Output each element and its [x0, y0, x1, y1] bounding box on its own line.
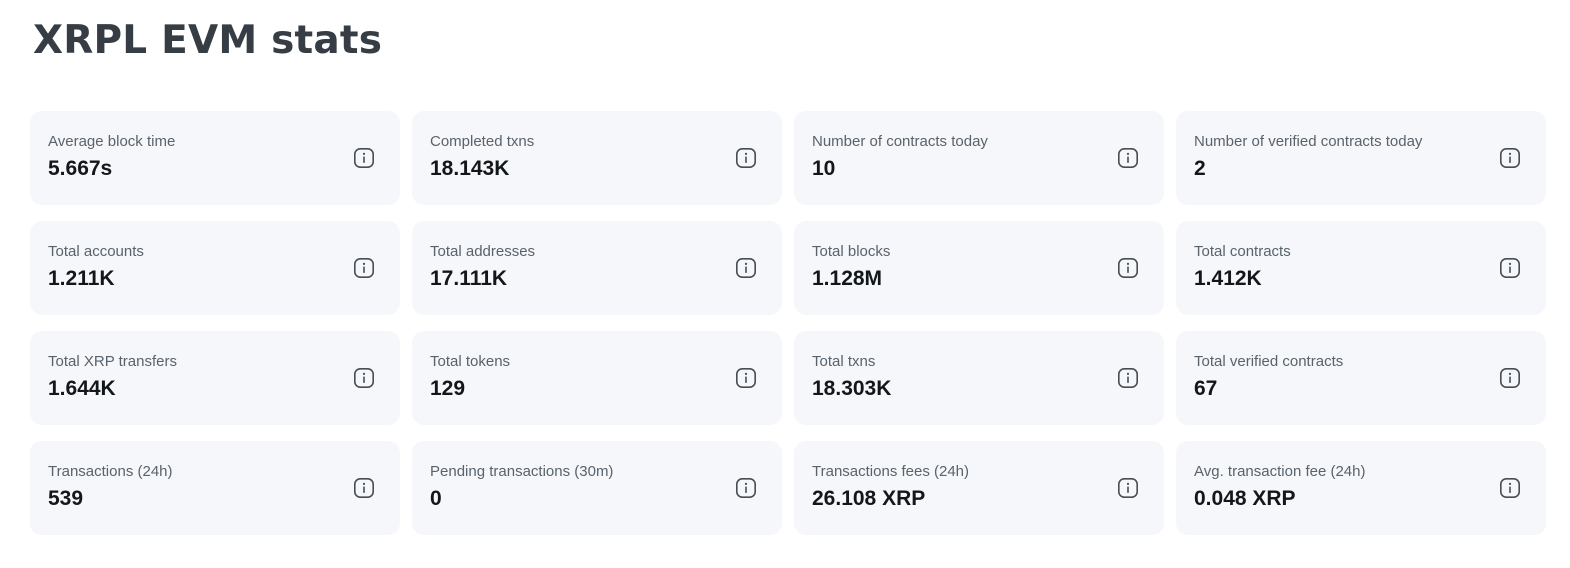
- info-button[interactable]: [734, 476, 758, 500]
- stat-value: 17.111K: [430, 267, 508, 291]
- stat-card-text: Total addresses 17.111K: [430, 241, 535, 294]
- info-icon: [353, 257, 374, 278]
- stat-value: 539: [48, 487, 84, 511]
- stat-label: Avg. transaction fee (24h): [1194, 463, 1366, 481]
- stat-card-text: Completed txns 18.143K: [430, 131, 534, 184]
- info-icon: [735, 477, 756, 498]
- stat-value: 18.303K: [812, 377, 892, 401]
- stat-value: 18.143K: [430, 157, 510, 181]
- info-button[interactable]: [1116, 476, 1140, 500]
- stats-page: XRPL EVM stats Average block time 5.667s…: [30, 18, 1546, 535]
- info-icon: [1117, 147, 1138, 168]
- stat-card: Completed txns 18.143K: [412, 110, 782, 205]
- info-button[interactable]: [1498, 146, 1522, 170]
- info-button[interactable]: [1498, 256, 1522, 280]
- stat-card: Number of contracts today 10: [794, 110, 1164, 205]
- stat-label: Total XRP transfers: [48, 353, 177, 371]
- stat-card-text: Transactions fees (24h) 26.108 XRP: [812, 461, 969, 514]
- info-icon: [353, 477, 374, 498]
- stat-value: 1.644K: [48, 377, 116, 401]
- info-button[interactable]: [1116, 366, 1140, 390]
- stat-card-text: Number of contracts today 10: [812, 131, 988, 184]
- stat-card: Number of verified contracts today 2: [1176, 110, 1546, 205]
- stat-card-text: Transactions (24h) 539: [48, 461, 173, 514]
- stat-card: Total addresses 17.111K: [412, 220, 782, 315]
- stat-card-text: Number of verified contracts today 2: [1194, 131, 1422, 184]
- info-button[interactable]: [352, 366, 376, 390]
- stat-card: Total txns 18.303K: [794, 330, 1164, 425]
- info-button[interactable]: [734, 256, 758, 280]
- info-icon: [1499, 147, 1520, 168]
- stat-value: 1.211K: [48, 267, 115, 291]
- info-icon: [735, 367, 756, 388]
- info-button[interactable]: [352, 146, 376, 170]
- stat-label: Total contracts: [1194, 243, 1291, 261]
- info-icon: [353, 147, 374, 168]
- stat-card-text: Total tokens 129: [430, 351, 510, 404]
- stat-card-text: Total blocks 1.128M: [812, 241, 890, 294]
- stat-label: Total verified contracts: [1194, 353, 1344, 371]
- info-button[interactable]: [352, 476, 376, 500]
- info-icon: [1499, 367, 1520, 388]
- info-button[interactable]: [1116, 256, 1140, 280]
- stat-value: 0: [430, 487, 442, 511]
- stat-card: Transactions fees (24h) 26.108 XRP: [794, 440, 1164, 535]
- stat-label: Total txns: [812, 353, 876, 371]
- info-icon: [735, 257, 756, 278]
- stat-value: 5.667s: [48, 157, 113, 181]
- info-icon: [1499, 257, 1520, 278]
- info-icon: [1117, 257, 1138, 278]
- stat-card: Average block time 5.667s: [30, 110, 400, 205]
- stat-label: Completed txns: [430, 133, 535, 151]
- stat-label: Transactions fees (24h): [812, 463, 970, 481]
- stat-value: 1.412K: [1194, 267, 1262, 291]
- info-button[interactable]: [734, 146, 758, 170]
- stat-label: Total addresses: [430, 243, 536, 261]
- info-button[interactable]: [1498, 366, 1522, 390]
- stat-label: Transactions (24h): [48, 463, 173, 481]
- info-button[interactable]: [1116, 146, 1140, 170]
- stat-label: Pending transactions (30m): [430, 463, 614, 481]
- page-title: XRPL EVM stats: [33, 18, 383, 63]
- stat-value: 0.048 XRP: [1194, 487, 1296, 511]
- stat-value: 2: [1194, 157, 1206, 181]
- stat-label: Total accounts: [48, 243, 144, 261]
- info-icon: [735, 147, 756, 168]
- stat-value: 26.108 XRP: [812, 487, 926, 511]
- stat-card-text: Total contracts 1.412K: [1194, 241, 1291, 294]
- info-icon: [1117, 367, 1138, 388]
- stat-label: Average block time: [48, 133, 176, 151]
- info-icon: [1499, 477, 1520, 498]
- info-icon: [1117, 477, 1138, 498]
- stat-card: Avg. transaction fee (24h) 0.048 XRP: [1176, 440, 1546, 535]
- stat-value: 67: [1194, 377, 1218, 401]
- stat-card-text: Total accounts 1.211K: [48, 241, 144, 294]
- stat-label: Number of verified contracts today: [1194, 133, 1423, 151]
- info-button[interactable]: [352, 256, 376, 280]
- info-button[interactable]: [1498, 476, 1522, 500]
- info-icon: [353, 367, 374, 388]
- stats-grid: Average block time 5.667s Completed txns…: [30, 110, 1546, 535]
- stat-card: Total tokens 129: [412, 330, 782, 425]
- stat-value: 1.128M: [812, 267, 883, 291]
- info-button[interactable]: [734, 366, 758, 390]
- stat-card: Pending transactions (30m) 0: [412, 440, 782, 535]
- stat-card-text: Total txns 18.303K: [812, 351, 891, 404]
- stat-card: Total XRP transfers 1.644K: [30, 330, 400, 425]
- stat-label: Total tokens: [430, 353, 511, 371]
- stat-card-text: Total XRP transfers 1.644K: [48, 351, 177, 404]
- stat-label: Number of contracts today: [812, 133, 988, 151]
- stat-card-text: Avg. transaction fee (24h) 0.048 XRP: [1194, 461, 1366, 514]
- stat-value: 129: [430, 377, 466, 401]
- stat-card-text: Total verified contracts 67: [1194, 351, 1343, 404]
- stat-card: Total contracts 1.412K: [1176, 220, 1546, 315]
- stat-card: Transactions (24h) 539: [30, 440, 400, 535]
- stat-card-text: Average block time 5.667s: [48, 131, 175, 184]
- stat-card-text: Pending transactions (30m) 0: [430, 461, 613, 514]
- stat-value: 10: [812, 157, 836, 181]
- stat-card: Total blocks 1.128M: [794, 220, 1164, 315]
- stat-label: Total blocks: [812, 243, 891, 261]
- stat-card: Total verified contracts 67: [1176, 330, 1546, 425]
- stat-card: Total accounts 1.211K: [30, 220, 400, 315]
